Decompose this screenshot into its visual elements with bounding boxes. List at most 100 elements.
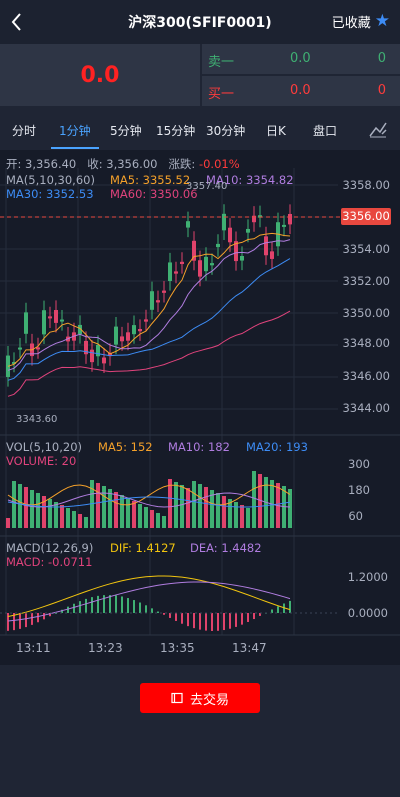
macd-bar — [7, 613, 9, 631]
macd-bar — [13, 613, 15, 631]
volume-tick: 180 — [348, 483, 370, 497]
macd-bar — [109, 595, 111, 613]
macd-bar — [211, 613, 213, 631]
candle-body — [222, 213, 226, 231]
volume-bar — [120, 495, 124, 528]
tab-timeshare[interactable]: 分时 — [12, 124, 37, 138]
candle-body — [186, 221, 190, 228]
volume-bar — [198, 484, 202, 528]
macd-bar — [217, 613, 219, 631]
tab-5min[interactable]: 5分钟 — [110, 124, 142, 138]
macd-bar — [193, 613, 195, 629]
volume-bar — [36, 493, 40, 528]
candle-body — [132, 325, 136, 335]
macd-bar — [277, 606, 279, 613]
trade-button[interactable]: 去交易 — [140, 683, 260, 713]
volume-bar — [156, 513, 160, 528]
volume-bar — [18, 484, 22, 528]
back-arrow-icon[interactable] — [6, 8, 30, 36]
ask-volume: 0 — [377, 51, 386, 66]
volume-bar — [12, 481, 16, 528]
volume-bar — [186, 488, 190, 528]
open-value: 3,356.40 — [25, 157, 77, 171]
price-tick: 3352.00 — [342, 274, 390, 288]
time-tick: 13:35 — [160, 641, 195, 655]
period-tabs: 分时 1分钟 5分钟 15分钟 30分钟 日K 盘口 — [0, 108, 400, 150]
volume-bar — [132, 501, 136, 528]
candle-body — [216, 243, 220, 248]
macd-bar — [61, 609, 63, 613]
close-label: 收: — [87, 157, 103, 171]
vol-ma10-line — [7, 492, 291, 508]
vol-ma10: MA10: 182 — [168, 440, 230, 454]
volume-bar — [252, 471, 256, 528]
tab-1min[interactable]: 1分钟 — [59, 124, 91, 138]
macd-bar — [199, 613, 201, 630]
candle-body — [90, 349, 94, 363]
ma60-value: MA60: 3350.06 — [110, 187, 198, 201]
volume-bar — [108, 489, 112, 528]
candle-body — [204, 256, 208, 272]
macd-tick: 1.2000 — [347, 570, 388, 584]
candle-body — [246, 228, 250, 233]
volume-bar — [72, 511, 76, 528]
candle-body — [198, 260, 202, 277]
candle-body — [138, 329, 142, 332]
tab-15min[interactable]: 15分钟 — [156, 124, 196, 138]
tab-orderbook[interactable]: 盘口 — [313, 124, 338, 138]
bid-row: 买一 0.0 0 — [202, 76, 400, 106]
current-price-tag: 3356.00 — [341, 208, 391, 225]
volume-bar — [210, 490, 214, 528]
candle-body — [42, 310, 46, 335]
volume-bar — [24, 487, 28, 528]
ask-price: 0.0 — [290, 51, 311, 66]
chart-tools-icon[interactable] — [368, 120, 388, 138]
high-marker: 3357.40 — [186, 181, 228, 192]
candle-body — [264, 236, 268, 256]
macd-bar — [25, 613, 27, 628]
volume-bar — [216, 493, 220, 528]
candle-body — [168, 262, 172, 281]
volume-bar — [42, 496, 46, 528]
candle-body — [150, 291, 154, 310]
tab-daily[interactable]: 日K — [266, 124, 286, 138]
candle-body — [240, 255, 244, 261]
volume-bar — [48, 499, 52, 528]
macd-dea: DEA: 1.4482 — [190, 541, 262, 555]
volume-bar — [234, 502, 238, 528]
bid-label: 买一 — [208, 87, 235, 102]
ma10-value: MA10: 3354.82 — [206, 173, 294, 187]
vol-ma5: MA5: 152 — [98, 440, 153, 454]
change-value: -0.01% — [198, 157, 240, 171]
volume-bar — [288, 489, 292, 528]
macd-bar — [157, 611, 159, 613]
favorite-label: 已收藏 — [331, 16, 371, 31]
star-icon: ★ — [374, 11, 390, 31]
macd-bar — [259, 613, 261, 616]
macd-bar — [49, 613, 51, 617]
volume-bar — [162, 516, 166, 528]
candle-body — [252, 215, 256, 223]
last-price-box: 0.0 — [0, 44, 200, 106]
volume-tick: 300 — [348, 457, 370, 471]
macd-bar — [19, 613, 21, 629]
volume-tick: 60 — [348, 509, 363, 523]
ohlc-info: 开: 3,356.40 收: 3,356.00 涨跌: -0.01% — [6, 156, 240, 172]
ma-title: MA(5,10,30,60) — [6, 173, 95, 187]
price-tick: 3344.00 — [342, 401, 390, 415]
candle-body — [210, 263, 214, 266]
candle-body — [60, 319, 64, 322]
last-price: 0.0 — [80, 62, 120, 88]
ask-label: 卖一 — [208, 55, 235, 70]
kline-chart[interactable]: 开: 3,356.40 收: 3,356.00 涨跌: -0.01% MA(5,… — [0, 150, 400, 665]
favorite-toggle[interactable]: 已收藏 ★ — [331, 11, 390, 32]
macd-bar — [115, 595, 117, 613]
open-label: 开: — [6, 157, 22, 171]
macd-bar — [121, 596, 123, 613]
tab-30min[interactable]: 30分钟 — [206, 124, 246, 138]
volume-bar — [60, 505, 64, 528]
candle-body — [156, 300, 160, 303]
candle-body — [102, 357, 106, 364]
change-label: 涨跌: — [168, 157, 196, 171]
candle-body — [48, 316, 52, 319]
